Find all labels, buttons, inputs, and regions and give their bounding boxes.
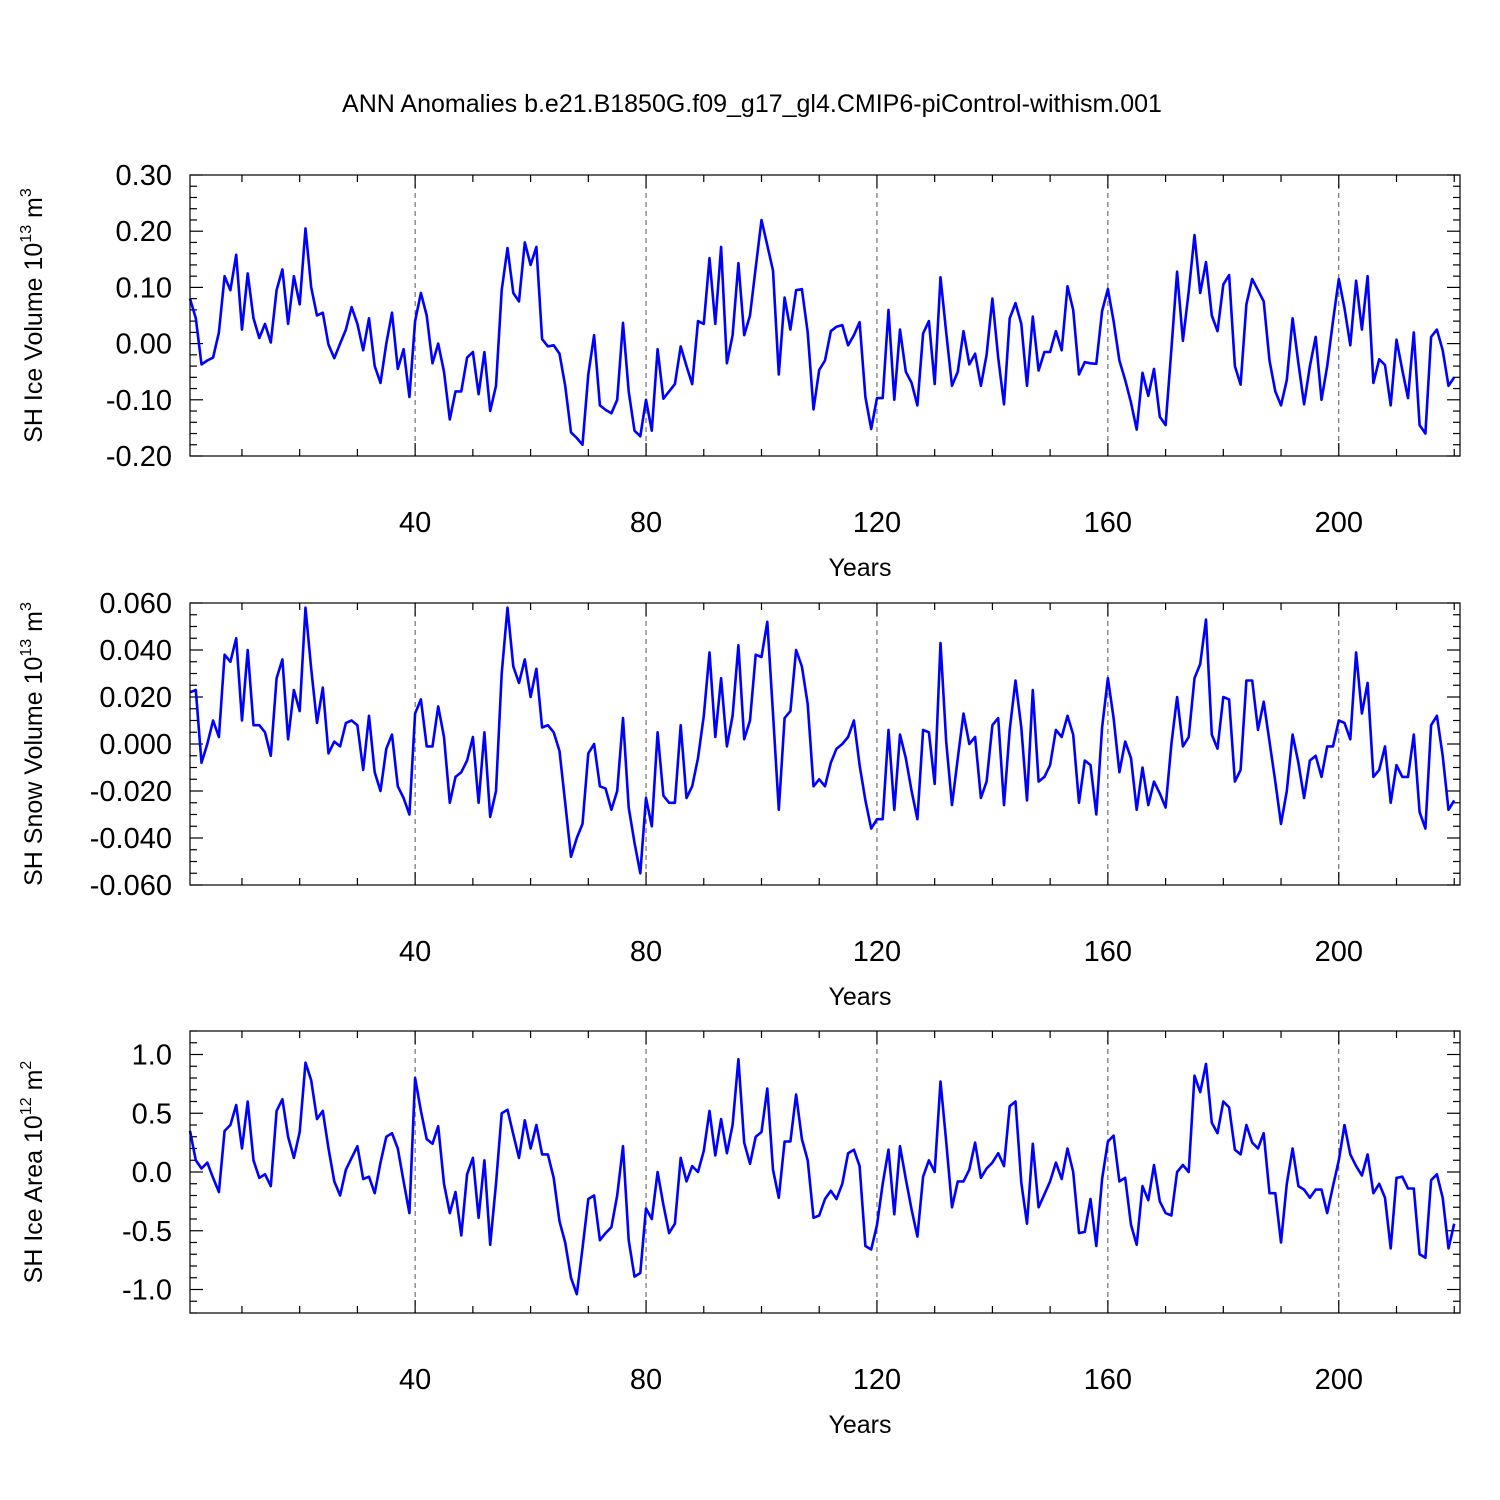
panel-2-x-axis-title: Years: [828, 983, 891, 1011]
panel-2-x-tick-label: 40: [399, 936, 431, 968]
panel-2-plot-frame: [189, 602, 1461, 886]
panel-2-y-tick-label: 0.060: [99, 588, 172, 620]
panel-3-y-tick-label: -0.5: [122, 1216, 172, 1248]
panel-1-y-tick-label: 0.30: [116, 160, 172, 192]
panel-2-y-tick-label: 0.020: [99, 682, 172, 714]
panel-2-x-tick-label: 160: [1084, 936, 1132, 968]
panel-2-x-tick-label: 80: [630, 936, 662, 968]
panel-2-y-axis-title: SH Snow Volume 1013 m3: [18, 602, 48, 886]
panel-1-y-tick-label: 0.10: [116, 272, 172, 304]
y-axis-title-unit: m: [20, 611, 48, 639]
panel-3-x-tick-label: 40: [399, 1364, 431, 1396]
panel-3-y-tick-label: 1.0: [132, 1040, 172, 1072]
panel-1-y-axis-title: SH Ice Volume 1013 m3: [18, 188, 48, 443]
panel-3-x-tick-label: 80: [630, 1364, 662, 1396]
y-axis-title-prefix: SH Ice Volume 10: [20, 243, 48, 443]
panel-1-y-tick-label: -0.20: [106, 441, 172, 473]
panel-3: -1.0 -0.5 0.0 0.5 1.0 40 80 120 160 200 Years SH Ic…: [18, 1030, 1461, 1439]
panel-2-y-tick-label: -0.060: [90, 870, 172, 902]
figure-title: ANN Anomalies b.e21.B1850G.f09_g17_gl4.C…: [342, 90, 1162, 118]
panel-3-x-tick-label: 120: [853, 1364, 901, 1396]
panel-1: -0.20 -0.10 0.00 0.10 0.20 0.30 40 80 120 160 200 Y…: [18, 160, 1461, 582]
panel-2-y-tick-label: -0.020: [90, 776, 172, 808]
y-axis-title-unit: m: [20, 1070, 48, 1098]
panel-3-y-tick-label: 0.5: [132, 1098, 172, 1130]
panel-3-x-axis-title: Years: [828, 1411, 891, 1439]
panel-1-series-line: [188, 218, 1456, 447]
panel-3-series-line: [188, 1057, 1456, 1296]
y-axis-title-unit: m: [20, 197, 48, 225]
y-axis-title-unit-exponent: 2: [18, 1061, 35, 1070]
panel-1-y-tick-label: 0.00: [116, 329, 172, 361]
panel-3-plot-frame: [189, 1030, 1461, 1314]
panel-2-x-tick-label: 200: [1315, 936, 1363, 968]
panel-2-y-tick-label: 0.000: [99, 729, 172, 761]
panel-1-y-tick-label: -0.10: [106, 385, 172, 417]
panel-3-x-tick-label: 200: [1315, 1364, 1363, 1396]
panels: -0.20 -0.10 0.00 0.10 0.20 0.30 40 80 120 160 200 Y…: [18, 160, 1461, 1439]
y-axis-title-exponent: 13: [18, 225, 35, 243]
y-axis-title-unit-exponent: 3: [18, 602, 35, 611]
panel-1-plot-frame: [189, 174, 1461, 457]
panel-1-x-tick-label: 120: [853, 507, 901, 539]
y-axis-title-exponent: 12: [18, 1097, 35, 1115]
panel-3-y-axis-title: SH Ice Area 1012 m2: [18, 1061, 48, 1284]
y-axis-title-unit-exponent: 3: [18, 188, 35, 197]
panel-1-x-tick-label: 200: [1315, 507, 1363, 539]
panel-3-y-tick-label: -1.0: [122, 1275, 172, 1307]
panel-1-x-axis-title: Years: [828, 554, 891, 582]
panel-2-y-tick-label: -0.040: [90, 823, 172, 855]
panel-3-x-tick-label: 160: [1084, 1364, 1132, 1396]
panel-1-x-tick-label: 80: [630, 507, 662, 539]
panel-1-x-tick-label: 160: [1084, 507, 1132, 539]
panel-2: -0.060 -0.040 -0.020 0.000 0.020 0.040 0.060 40…: [18, 588, 1461, 1011]
panel-2-y-tick-label: 0.040: [99, 635, 172, 667]
panel-1-x-tick-label: 40: [399, 507, 431, 539]
panel-2-series-line: [189, 606, 1456, 875]
panel-1-y-tick-label: 0.20: [116, 216, 172, 248]
y-axis-title-prefix: SH Ice Area 10: [20, 1115, 48, 1283]
panel-2-x-tick-label: 120: [853, 936, 901, 968]
panel-3-y-tick-label: 0.0: [132, 1157, 172, 1189]
y-axis-title-exponent: 13: [18, 639, 35, 657]
y-axis-title-prefix: SH Snow Volume 10: [20, 657, 48, 886]
